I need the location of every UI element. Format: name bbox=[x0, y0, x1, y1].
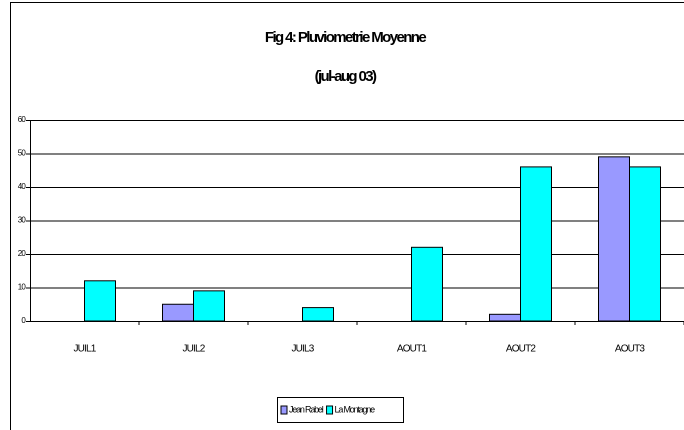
bar bbox=[162, 303, 194, 322]
bar bbox=[302, 307, 334, 322]
bar bbox=[520, 166, 552, 322]
bar bbox=[598, 156, 630, 322]
bar bbox=[489, 313, 521, 322]
legend-swatch bbox=[326, 405, 334, 415]
x-tick-label: JUIL3 bbox=[291, 344, 314, 355]
x-tick-label: AOUT1 bbox=[397, 344, 428, 355]
bar bbox=[411, 246, 443, 322]
y-tick-label: 20 bbox=[18, 249, 27, 258]
chart-border bbox=[10, 2, 684, 430]
x-tick-label: JUIL1 bbox=[73, 344, 96, 355]
bar bbox=[193, 290, 225, 322]
y-tick-label: 30 bbox=[18, 216, 27, 225]
y-tick-label: 50 bbox=[18, 149, 27, 158]
legend-box bbox=[277, 397, 404, 423]
bar bbox=[629, 166, 661, 322]
chart-title: Fig 4: Pluviometrie Moyenne bbox=[265, 29, 426, 46]
y-tick-label: 0 bbox=[21, 316, 26, 325]
y-tick-label: 60 bbox=[18, 115, 27, 124]
x-tick-label: JUIL2 bbox=[182, 344, 205, 355]
legend-label: La Montagne bbox=[335, 404, 376, 414]
bar bbox=[84, 280, 116, 322]
legend-label: Jean Rabel bbox=[289, 404, 324, 414]
chart-subtitle: (jul-aug 03) bbox=[315, 68, 377, 85]
x-tick-label: AOUT3 bbox=[615, 344, 646, 355]
x-tick-label: AOUT2 bbox=[506, 344, 537, 355]
legend-swatch bbox=[280, 405, 288, 415]
y-tick-label: 10 bbox=[18, 283, 27, 292]
y-tick-label: 40 bbox=[18, 182, 27, 191]
